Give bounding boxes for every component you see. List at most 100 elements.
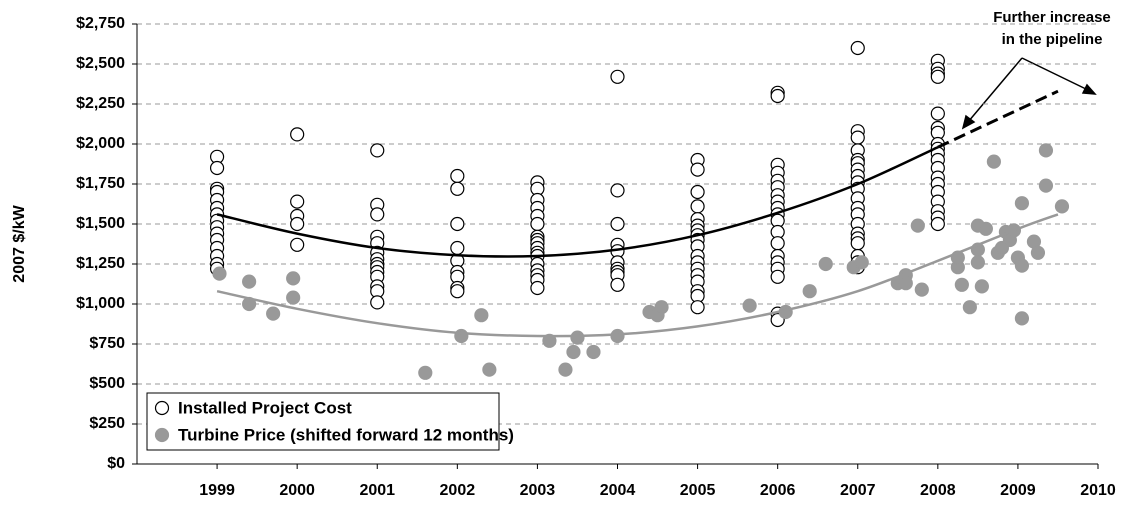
point xyxy=(802,284,817,299)
series xyxy=(209,40,945,328)
point xyxy=(290,194,305,209)
x-tick-label: 2009 xyxy=(1000,482,1036,499)
legend: Installed Project Cost Turbine Price (shi… xyxy=(146,392,514,451)
point xyxy=(770,88,785,104)
x-tick-label: 2002 xyxy=(440,482,476,499)
annotation-arrows xyxy=(961,57,1097,130)
y-tick-label: $1,250 xyxy=(76,255,125,272)
legend-label: Turbine Price (shifted forward 12 months… xyxy=(178,425,514,444)
y-tick-label: $0 xyxy=(107,455,125,472)
y-axis-label: 2007 $/kW xyxy=(11,204,28,282)
arrow-head xyxy=(961,114,976,130)
point xyxy=(290,216,305,232)
point xyxy=(930,216,945,232)
point xyxy=(450,284,465,299)
point xyxy=(542,333,557,348)
point xyxy=(570,330,585,345)
x-tick-label: 2007 xyxy=(840,482,876,499)
point xyxy=(910,218,925,233)
x-tick-label: 2005 xyxy=(680,482,716,499)
point xyxy=(770,269,785,284)
x-tick-label: 1999 xyxy=(199,482,235,499)
legend-marker xyxy=(154,427,170,443)
point xyxy=(586,344,601,360)
point xyxy=(690,184,705,200)
point xyxy=(266,306,281,321)
point xyxy=(1038,178,1054,193)
y-tick-label: $2,500 xyxy=(76,55,125,72)
point xyxy=(474,308,489,323)
legend-label: Installed Project Cost xyxy=(178,398,352,417)
arrow-head xyxy=(1081,83,1097,95)
legend-box xyxy=(146,392,500,451)
point xyxy=(530,216,545,232)
point xyxy=(850,236,865,251)
point xyxy=(970,255,985,270)
point xyxy=(418,365,433,380)
point xyxy=(654,300,669,315)
annotation: Further increase xyxy=(993,9,1111,26)
arrow xyxy=(967,57,1023,123)
point xyxy=(974,279,989,294)
point xyxy=(370,143,385,158)
x-tick-label: 2001 xyxy=(359,482,395,499)
point xyxy=(898,276,913,291)
point xyxy=(286,290,301,305)
y-tick-label: $2,250 xyxy=(76,95,125,112)
point xyxy=(1030,245,1046,260)
point xyxy=(530,280,545,296)
point xyxy=(690,162,705,177)
y-tick-label: $750 xyxy=(89,335,125,352)
point xyxy=(610,277,625,292)
x-tick-label: 2010 xyxy=(1080,482,1116,499)
x-tick-label: 2004 xyxy=(600,482,636,499)
point xyxy=(986,154,1001,169)
point xyxy=(1014,196,1030,211)
trend-line xyxy=(216,146,939,258)
point xyxy=(770,236,785,251)
point xyxy=(370,207,385,222)
point xyxy=(454,328,469,344)
point xyxy=(978,221,993,236)
point xyxy=(209,160,225,176)
point xyxy=(1014,311,1030,326)
x-tick-label: 2006 xyxy=(760,482,796,499)
series xyxy=(212,143,1070,380)
point xyxy=(450,216,465,232)
point xyxy=(610,328,625,344)
point xyxy=(450,168,465,184)
point xyxy=(610,69,625,84)
point xyxy=(850,130,865,145)
point xyxy=(850,40,865,56)
x-tick-label: 2008 xyxy=(920,482,956,499)
point xyxy=(566,344,581,360)
point xyxy=(930,106,945,121)
x-tick-label: 2003 xyxy=(520,482,556,499)
point xyxy=(290,237,305,252)
point xyxy=(690,300,705,315)
point xyxy=(290,127,305,142)
point xyxy=(610,216,625,232)
point xyxy=(482,362,497,377)
point xyxy=(450,240,465,256)
point xyxy=(370,295,385,310)
point xyxy=(1054,199,1070,214)
annotation: in the pipeline xyxy=(1002,31,1103,48)
y-tick-label: $500 xyxy=(89,375,125,392)
point xyxy=(962,300,977,315)
point xyxy=(610,183,625,198)
point xyxy=(212,266,227,281)
point xyxy=(690,199,705,214)
point xyxy=(954,277,969,292)
point xyxy=(1014,258,1030,273)
trend-line xyxy=(216,213,1059,338)
y-tick-label: $250 xyxy=(89,415,125,432)
y-tick-label: $2,750 xyxy=(76,15,125,32)
point xyxy=(242,274,257,289)
point xyxy=(930,69,945,84)
point xyxy=(742,298,757,313)
point xyxy=(854,255,869,270)
y-tick-label: $1,750 xyxy=(76,175,125,192)
point xyxy=(558,362,573,377)
